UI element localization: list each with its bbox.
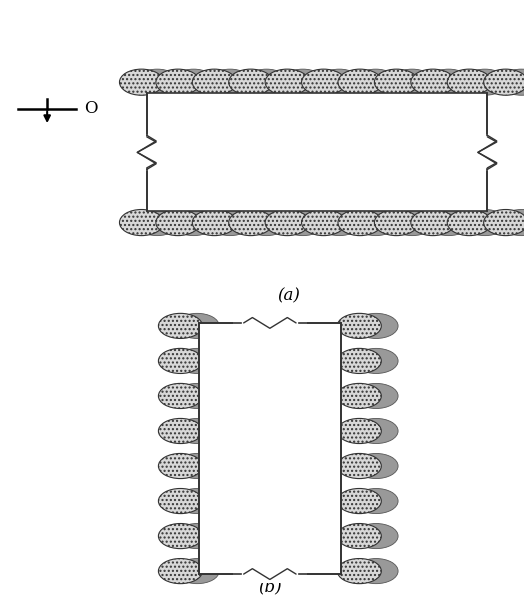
Circle shape — [411, 209, 455, 236]
Circle shape — [175, 419, 219, 444]
Circle shape — [337, 489, 381, 514]
Circle shape — [354, 383, 398, 408]
Circle shape — [175, 383, 219, 408]
Circle shape — [354, 453, 398, 478]
Bar — [128, 134, 165, 171]
Circle shape — [244, 209, 288, 236]
Circle shape — [354, 313, 398, 338]
Circle shape — [374, 209, 418, 236]
Circle shape — [499, 209, 524, 236]
Circle shape — [119, 69, 163, 95]
Text: (b): (b) — [258, 578, 282, 595]
Circle shape — [337, 349, 381, 374]
Circle shape — [427, 69, 471, 95]
Circle shape — [281, 209, 325, 236]
Circle shape — [302, 69, 346, 95]
Circle shape — [354, 349, 398, 374]
Circle shape — [337, 313, 381, 338]
Bar — [199, 323, 341, 574]
Circle shape — [354, 69, 398, 95]
Circle shape — [208, 69, 252, 95]
Circle shape — [374, 69, 418, 95]
Circle shape — [158, 489, 202, 514]
Circle shape — [411, 69, 455, 95]
Circle shape — [318, 209, 362, 236]
Circle shape — [175, 313, 219, 338]
Circle shape — [337, 383, 381, 408]
Circle shape — [463, 69, 507, 95]
Circle shape — [171, 209, 216, 236]
Circle shape — [208, 209, 252, 236]
Circle shape — [427, 209, 471, 236]
Circle shape — [171, 69, 216, 95]
Circle shape — [158, 523, 202, 548]
Circle shape — [265, 209, 309, 236]
Circle shape — [338, 209, 382, 236]
Circle shape — [158, 419, 202, 444]
Circle shape — [119, 209, 163, 236]
Circle shape — [354, 489, 398, 514]
Bar — [147, 93, 487, 212]
Circle shape — [354, 523, 398, 548]
Circle shape — [390, 69, 434, 95]
Circle shape — [337, 523, 381, 548]
Circle shape — [156, 209, 200, 236]
Bar — [233, 314, 307, 332]
Text: O: O — [84, 100, 97, 117]
Circle shape — [318, 69, 362, 95]
Circle shape — [484, 209, 524, 236]
Circle shape — [244, 69, 288, 95]
Circle shape — [175, 523, 219, 548]
Circle shape — [354, 419, 398, 444]
Circle shape — [158, 559, 202, 584]
Circle shape — [337, 419, 381, 444]
Circle shape — [484, 69, 524, 95]
Circle shape — [175, 453, 219, 478]
Circle shape — [158, 349, 202, 374]
Circle shape — [229, 69, 272, 95]
Circle shape — [229, 209, 272, 236]
Circle shape — [156, 69, 200, 95]
Circle shape — [265, 69, 309, 95]
Circle shape — [175, 559, 219, 584]
Circle shape — [447, 69, 492, 95]
Circle shape — [337, 559, 381, 584]
Circle shape — [158, 383, 202, 408]
Circle shape — [192, 69, 236, 95]
Circle shape — [135, 69, 179, 95]
Text: (a): (a) — [277, 287, 300, 304]
Circle shape — [338, 69, 382, 95]
Bar — [233, 565, 307, 583]
Circle shape — [337, 453, 381, 478]
Circle shape — [354, 559, 398, 584]
Circle shape — [135, 209, 179, 236]
Circle shape — [390, 209, 434, 236]
Circle shape — [175, 489, 219, 514]
Circle shape — [447, 209, 492, 236]
Circle shape — [158, 453, 202, 478]
Circle shape — [463, 209, 507, 236]
Bar — [469, 134, 506, 171]
Circle shape — [175, 349, 219, 374]
Circle shape — [302, 209, 346, 236]
Circle shape — [499, 69, 524, 95]
Circle shape — [281, 69, 325, 95]
Circle shape — [158, 313, 202, 338]
Circle shape — [192, 209, 236, 236]
Circle shape — [354, 209, 398, 236]
